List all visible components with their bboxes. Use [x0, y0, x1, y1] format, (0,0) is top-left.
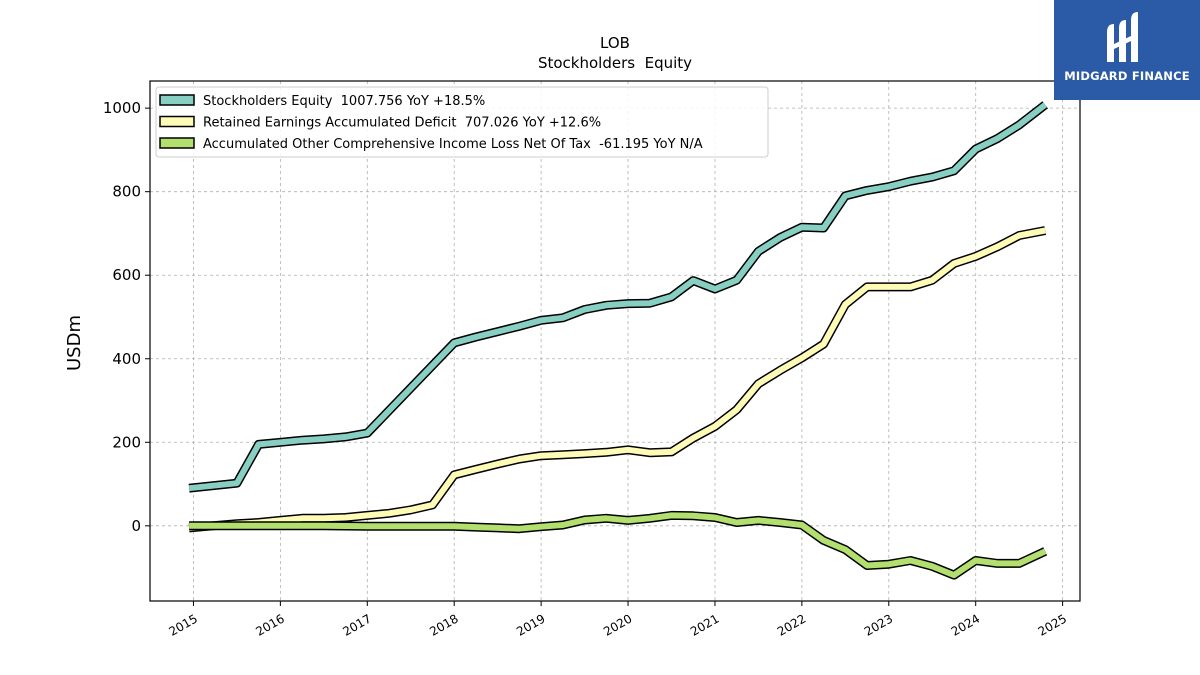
chart-title: LOB	[600, 34, 630, 52]
x-tick-label: 2025	[1036, 611, 1069, 638]
x-tick-label: 2023	[862, 611, 895, 638]
y-axis-label: USDm	[64, 315, 85, 371]
legend-label: Accumulated Other Comprehensive Income L…	[203, 137, 703, 152]
legend-label: Stockholders Equity 1007.756 YoY +18.5%	[203, 94, 485, 109]
x-tick-label: 2021	[688, 611, 721, 638]
y-tick-label: 1000	[103, 99, 141, 117]
x-tick-label: 2019	[514, 611, 547, 638]
legend-swatch	[159, 94, 195, 106]
legend-swatch	[159, 137, 195, 149]
series-1	[188, 101, 1048, 493]
series-line-outline	[188, 101, 1048, 493]
x-tick-label: 2017	[340, 611, 373, 638]
y-tick-label: 0	[131, 517, 141, 535]
series-lines	[188, 101, 1048, 580]
plot-area-frame	[149, 80, 1081, 602]
y-tick-label: 600	[112, 266, 141, 284]
chart-legend: Stockholders Equity 1007.756 YoY +18.5% R…	[155, 86, 769, 158]
legend-box	[155, 86, 769, 158]
logo-text: MIDGARD FINANCE	[1064, 69, 1190, 83]
series-line	[188, 227, 1046, 531]
series-2	[188, 226, 1047, 533]
series-line	[189, 512, 1047, 579]
gridlines	[150, 81, 1080, 601]
x-tick-label: 2016	[253, 611, 286, 638]
brand-logo: MIDGARD FINANCE	[1054, 0, 1200, 100]
series-line-outline	[188, 226, 1047, 533]
legend-swatch	[159, 115, 195, 128]
y-tick-label: 800	[112, 183, 141, 201]
x-tick-label: 2018	[427, 611, 460, 638]
series-3	[189, 510, 1048, 580]
x-tick-label: 2022	[775, 611, 808, 638]
y-tick-label: 200	[112, 433, 141, 451]
chart-subtitle: Stockholders Equity	[538, 54, 692, 72]
series-line	[188, 102, 1048, 492]
midgard-logo-icon	[1107, 12, 1138, 62]
x-tick-label: 2020	[601, 611, 634, 638]
y-tick-label: 400	[112, 350, 141, 368]
x-tick-label: 2015	[167, 611, 200, 638]
x-tick-label: 2024	[949, 611, 982, 638]
legend-label: Retained Earnings Accumulated Deficit 70…	[203, 116, 601, 131]
